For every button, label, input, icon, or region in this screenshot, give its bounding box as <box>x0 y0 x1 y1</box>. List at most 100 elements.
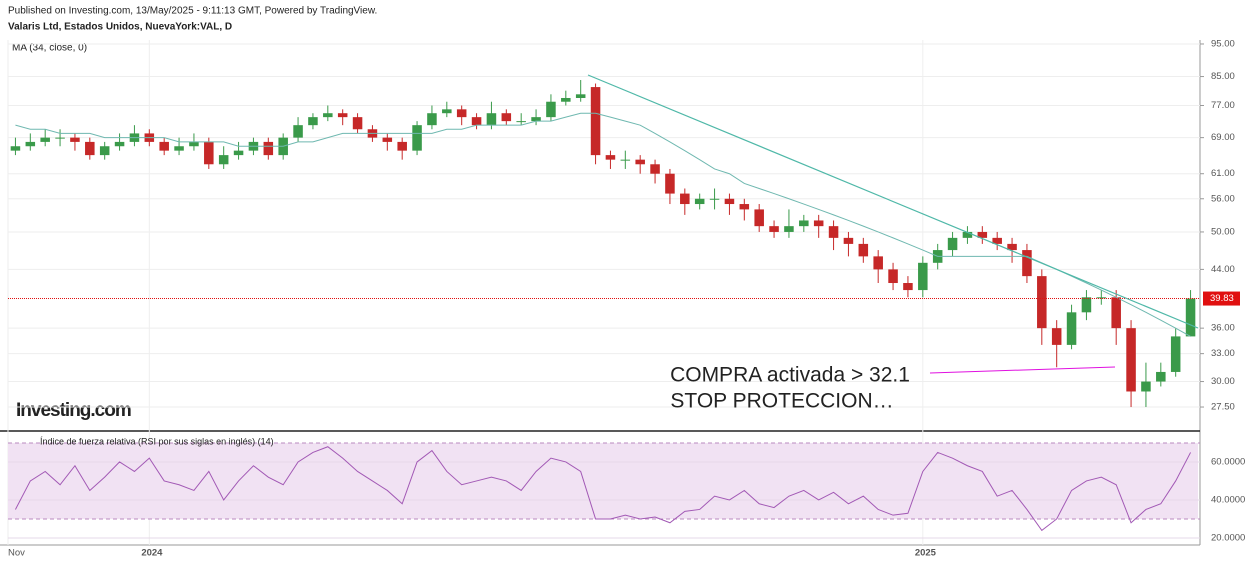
candle-body <box>873 256 883 270</box>
annotation: STOP PROTECCION… <box>670 390 893 413</box>
candle-body <box>233 150 244 156</box>
candle-body <box>1126 328 1136 392</box>
candle-body <box>1141 381 1151 392</box>
candle-body <box>724 198 735 205</box>
y-tick-label: 61.00 <box>1211 168 1235 179</box>
candle-body <box>962 231 973 238</box>
grid <box>7 40 1204 545</box>
candle-body <box>531 117 541 122</box>
candle-body <box>99 146 110 156</box>
candle-body <box>575 94 586 98</box>
candle-body <box>55 137 65 139</box>
candle-body <box>947 237 958 251</box>
candle-body <box>204 141 214 165</box>
candle-body <box>263 141 274 156</box>
trend-line <box>587 74 1199 329</box>
candle-body <box>412 125 422 151</box>
candle-body <box>114 141 125 147</box>
candle-body <box>1007 243 1017 251</box>
candle-body <box>694 198 705 205</box>
candle-body <box>784 226 794 232</box>
x-tick-label: 2025 <box>915 548 937 559</box>
candle-body <box>590 87 601 156</box>
candle-body <box>769 226 779 232</box>
candle-body <box>1051 328 1062 345</box>
candle-body <box>561 97 571 102</box>
y-tick-label: 69.00 <box>1211 132 1235 143</box>
candle-body <box>665 173 675 194</box>
x-tick-label: Nov <box>8 548 25 559</box>
candle-body <box>382 137 393 142</box>
candle-body <box>680 193 690 205</box>
ma-label: MA (34, close, 0) <box>12 43 87 54</box>
symbol-title: Valaris Ltd, Estados Unidos, NuevaYork:V… <box>8 22 232 33</box>
candle-body <box>620 159 631 161</box>
candle-body <box>323 113 333 118</box>
candle-body <box>635 159 645 165</box>
y-tick-label: 77.00 <box>1211 100 1235 111</box>
candle-body <box>471 117 482 126</box>
candle-body <box>888 269 898 284</box>
candle-body <box>189 141 199 147</box>
candle-body <box>337 113 348 118</box>
candle-body <box>754 209 764 227</box>
candle-body <box>828 226 839 238</box>
last-price-box <box>1203 291 1240 306</box>
candle-body <box>739 204 750 210</box>
candle-body <box>159 141 169 151</box>
candle-body <box>516 121 526 123</box>
candle-body <box>799 220 809 227</box>
marks <box>8 80 1200 532</box>
y-tick-label: 85.00 <box>1211 71 1235 82</box>
y-tick-label: 33.00 <box>1211 348 1235 359</box>
candle-body <box>977 231 988 238</box>
candle-body <box>709 198 720 200</box>
published-note: Published on Investing.com, 13/May/2025 … <box>8 6 377 17</box>
y-tick-label: 30.00 <box>1211 376 1235 387</box>
candle-body <box>293 125 303 138</box>
candle-body <box>456 109 467 118</box>
candle-body <box>992 237 1002 244</box>
x-tick-label: 2024 <box>141 548 163 559</box>
candle-body <box>25 141 36 147</box>
y-tick-label: 27.50 <box>1211 402 1235 413</box>
y-tick-label: 36.00 <box>1211 323 1235 334</box>
rsi-band <box>8 442 1198 519</box>
logo: Investing.com <box>16 400 131 421</box>
candle-body <box>650 164 660 174</box>
y-tick-label: 95.00 <box>1211 38 1235 49</box>
last-price-label: 39.83 <box>1210 293 1234 304</box>
candle-body <box>903 283 913 291</box>
candle-body <box>1096 297 1107 299</box>
y-tick-label: 44.00 <box>1211 264 1235 275</box>
candle-body <box>858 243 869 257</box>
candle-body <box>70 137 80 142</box>
y-tick-label: 60.0000 <box>1211 456 1245 467</box>
candle-body <box>1081 297 1092 313</box>
entry-line <box>929 366 1116 374</box>
candle-body <box>308 117 318 126</box>
candle-body <box>1170 336 1181 372</box>
candle-body <box>174 146 184 151</box>
candle-body <box>1022 250 1032 277</box>
y-tick-label: 50.00 <box>1211 226 1235 237</box>
candle-body <box>501 113 512 122</box>
candle-body <box>427 113 437 126</box>
candle-body <box>10 146 21 151</box>
candle-body <box>918 262 928 291</box>
rsi-title: Índice de fuerza relativa (RSI por sus s… <box>40 436 274 446</box>
candle-body <box>1185 298 1196 337</box>
candle-body <box>813 220 824 227</box>
candle-body <box>843 237 854 244</box>
candle-body <box>218 155 229 165</box>
candle-body <box>85 141 95 156</box>
candle-body <box>352 117 363 130</box>
y-tick-label: 56.00 <box>1211 193 1235 204</box>
candle-body <box>397 141 407 151</box>
candle-body <box>1111 297 1121 329</box>
annotation: COMPRA activada > 32.1 <box>670 364 910 387</box>
candle-body <box>1156 371 1166 382</box>
y-tick-label: 20.0000 <box>1211 532 1245 543</box>
rsi-line <box>14 446 1192 532</box>
